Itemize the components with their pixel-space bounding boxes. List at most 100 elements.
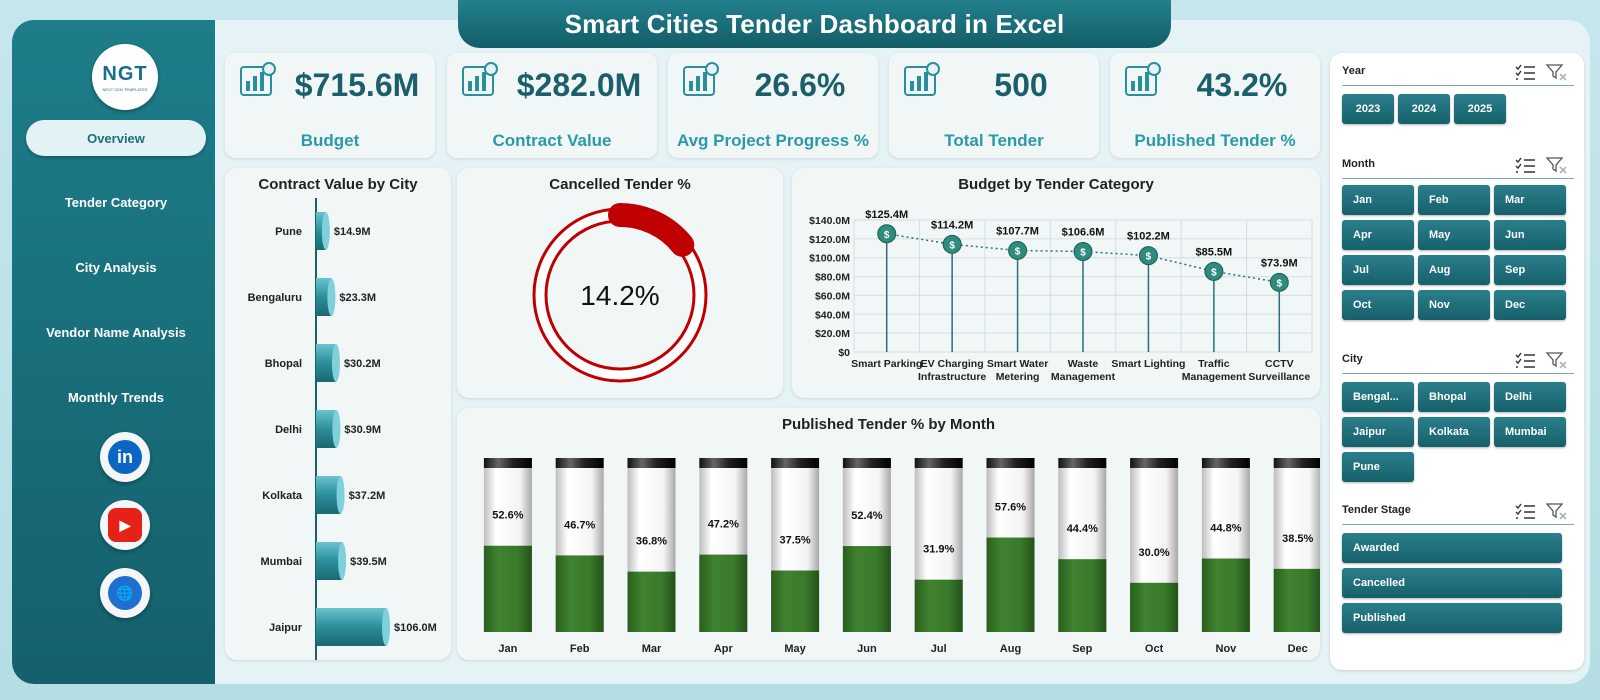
city-bar-chart: Pune $14.9M Bengaluru $23.3M Bhopal $30.2M Del…	[248, 198, 437, 660]
month-bar-top-cap	[986, 458, 1035, 468]
kpi-card-published-tender: 43.2% Published Tender %	[1110, 53, 1320, 158]
month-tick-label: Aug	[1000, 643, 1021, 655]
slicer-city-mumbai[interactable]: Mumbai	[1494, 417, 1566, 447]
budget-category-label: Metering	[996, 371, 1040, 383]
city-tick-label: Bhopal	[265, 358, 302, 370]
slicer-header-month: Month	[1342, 154, 1574, 179]
nav-tender-category[interactable]: Tender Category	[64, 194, 168, 210]
month-tick-label: Dec	[1288, 643, 1308, 655]
nav-monthly-trends[interactable]: Monthly Trends	[67, 389, 165, 405]
city-data-label: $14.9M	[334, 226, 371, 238]
slicer-city-delhi[interactable]: Delhi	[1494, 382, 1566, 412]
month-tick-label: Jan	[498, 643, 517, 655]
city-bar	[316, 608, 386, 646]
city-bar-cap	[332, 410, 341, 448]
clear-filter-icon[interactable]	[1545, 156, 1568, 179]
budget-growth-icon	[235, 59, 279, 103]
kpi-value: 43.2%	[1196, 67, 1288, 103]
slicer-stage-awarded[interactable]: Awarded	[1342, 533, 1562, 563]
budget-category-label: Smart Water	[987, 358, 1048, 370]
youtube-icon: ▶	[108, 508, 142, 542]
month-tick-label: Jun	[857, 643, 877, 655]
money-bag-marker-icon	[1073, 241, 1093, 261]
slicer-city-kolkata[interactable]: Kolkata	[1418, 417, 1490, 447]
clear-filter-icon[interactable]	[1545, 351, 1568, 374]
budget-data-label: $114.2M	[931, 219, 973, 231]
month-tick-label: Mar	[642, 643, 662, 655]
money-bag-marker-icon	[1204, 261, 1224, 281]
multi-select-icon[interactable]	[1514, 63, 1536, 86]
month-data-label: 37.5%	[779, 535, 810, 547]
slicer-month-aug[interactable]: Aug	[1418, 255, 1490, 285]
logo-subtitle: NEXT GEN TEMPLATES	[102, 86, 148, 92]
slicer-month-mar[interactable]: Mar	[1494, 185, 1566, 215]
slicer-city-bhopal[interactable]: Bhopal	[1418, 382, 1490, 412]
kpi-label: Avg Project Progress %	[676, 131, 870, 150]
multi-select-icon[interactable]	[1514, 351, 1536, 374]
kpi-card-budget: $715.6M Budget	[225, 53, 435, 158]
month-bar-fill	[699, 554, 748, 632]
city-bar-cap	[338, 542, 347, 580]
nav-city-analysis[interactable]: City Analysis	[75, 259, 157, 275]
slicer-month-jun[interactable]: Jun	[1494, 220, 1566, 250]
multi-select-icon[interactable]	[1514, 156, 1536, 179]
slicer-city-pune[interactable]: Pune	[1342, 452, 1414, 482]
slicer-city-jaipur[interactable]: Jaipur	[1342, 417, 1414, 447]
city-data-label: $37.2M	[349, 490, 386, 502]
city-bar	[316, 278, 332, 316]
money-bag-marker-icon	[877, 224, 897, 244]
month-bar-top-cap	[1058, 458, 1107, 468]
slicer-stage-cancelled[interactable]: Cancelled	[1342, 568, 1562, 598]
slicer-header-year: Year	[1342, 61, 1574, 86]
month-bar-fill	[1058, 559, 1107, 632]
slicer-month-oct[interactable]: Oct	[1342, 290, 1414, 320]
city-tick-label: Kolkata	[262, 490, 303, 502]
slicer-title: Month	[1342, 158, 1375, 170]
slicer-month-jan[interactable]: Jan	[1342, 185, 1414, 215]
nav-vendor-name-analysis[interactable]: Vendor Name Analysis	[46, 324, 186, 340]
slicer-month-sep[interactable]: Sep	[1494, 255, 1566, 285]
month-data-label: 44.8%	[1210, 523, 1241, 535]
linkedin-button[interactable]: in	[100, 432, 150, 482]
slicer-month-may[interactable]: May	[1418, 220, 1490, 250]
cancelled-donut-chart: 14.2%	[532, 203, 708, 383]
month-tick-label: Feb	[570, 643, 590, 655]
budget-data-label: $107.7M	[996, 225, 1039, 237]
kpi-label: Total Tender	[944, 131, 1044, 150]
month-tick-label: Oct	[1145, 643, 1164, 655]
slicer-month-apr[interactable]: Apr	[1342, 220, 1414, 250]
city-data-label: $30.2M	[344, 358, 381, 370]
money-bag-symbol: $	[1277, 278, 1283, 289]
donut-center-label: 14.2%	[580, 280, 659, 311]
month-data-label: 30.0%	[1138, 547, 1169, 559]
month-data-label: 57.6%	[995, 502, 1026, 514]
slicer-city-bengal[interactable]: Bengal...	[1342, 382, 1414, 412]
slicer-month-nov[interactable]: Nov	[1418, 290, 1490, 320]
website-globe-button[interactable]: 🌐	[100, 568, 150, 618]
slicer-year-2024[interactable]: 2024	[1398, 94, 1450, 124]
logo-text: NGT	[102, 62, 148, 85]
budget-category-label: EV Charging	[921, 358, 984, 370]
slicer-stage-published[interactable]: Published	[1342, 603, 1562, 633]
slicer-month-feb[interactable]: Feb	[1418, 185, 1490, 215]
slicer-month-jul[interactable]: Jul	[1342, 255, 1414, 285]
month-tick-label: Sep	[1072, 643, 1092, 655]
budget-data-label: $106.6M	[1062, 226, 1105, 238]
month-data-label: 44.4%	[1067, 523, 1098, 535]
month-bar-top-cap	[842, 458, 891, 468]
slicer-year-2025[interactable]: 2025	[1454, 94, 1506, 124]
multi-select-icon[interactable]	[1514, 502, 1536, 525]
slicer-month-dec[interactable]: Dec	[1494, 290, 1566, 320]
youtube-button[interactable]: ▶	[100, 500, 150, 550]
month-data-label: 52.6%	[492, 510, 523, 522]
month-bar-top-cap	[699, 458, 748, 468]
nav-overview[interactable]: Overview	[26, 120, 206, 156]
cancelled-tender-panel: Cancelled Tender % 14.2%	[457, 168, 783, 398]
money-bag-marker-icon	[942, 234, 962, 254]
clear-filter-icon[interactable]	[1545, 63, 1568, 86]
money-bag-symbol: $	[1080, 247, 1086, 258]
city-tick-label: Jaipur	[269, 622, 303, 634]
city-bar	[316, 542, 343, 580]
clear-filter-icon[interactable]	[1545, 502, 1568, 525]
slicer-year-2023[interactable]: 2023	[1342, 94, 1394, 124]
